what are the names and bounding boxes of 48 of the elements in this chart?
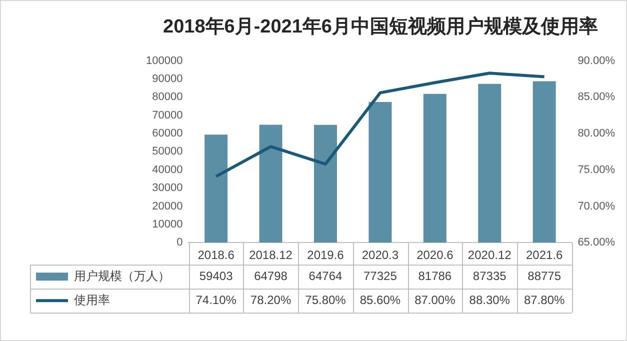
x-tick-label: 2018.12	[249, 248, 293, 262]
y-tick-label: 20000	[152, 200, 183, 212]
x-tick-label: 2018.6	[198, 248, 235, 262]
data-label: 88775	[528, 268, 562, 283]
data-label: 64764	[308, 268, 342, 283]
data-label: 85.60%	[360, 292, 401, 307]
y-tick-label: 70000	[152, 109, 183, 122]
y2-tick-label: 90.00%	[578, 54, 616, 67]
data-label: 74.10%	[196, 292, 237, 307]
data-label: 59403	[199, 268, 234, 283]
y-tick-label: 80000	[152, 91, 183, 104]
y-tick-label: 90000	[152, 73, 183, 86]
data-label: 77325	[364, 268, 398, 283]
y-tick-label: 100000	[146, 54, 183, 67]
bar	[368, 102, 392, 243]
x-tick-label: 2019.6	[307, 248, 344, 262]
y-tick-label: 10000	[152, 218, 183, 230]
data-label: 87335	[472, 268, 507, 283]
y2-tick-label: 70.00%	[578, 200, 616, 212]
x-tick-label: 2020.12	[468, 248, 512, 262]
bar	[259, 124, 282, 243]
legend-label: 使用率	[74, 292, 110, 307]
y-tick-label: 50000	[152, 146, 183, 158]
x-tick-label: 2020.6	[416, 248, 454, 262]
bar	[423, 94, 446, 243]
y2-tick-label: 65.00%	[578, 236, 616, 249]
data-label: 78.20%	[250, 292, 292, 307]
legend-label: 用户规模（万人）	[74, 268, 170, 283]
y-tick-label: 30000	[152, 182, 183, 194]
data-label: 75.80%	[305, 292, 346, 307]
data-label: 88.30%	[469, 292, 510, 307]
data-label: 81786	[418, 268, 452, 283]
x-tick-label: 2021.6	[526, 248, 564, 262]
x-tick-label: 2020.3	[362, 248, 399, 262]
y-tick-label: 0	[176, 236, 183, 249]
y-tick-label: 40000	[152, 164, 183, 176]
bar	[314, 124, 337, 243]
data-label: 87.00%	[414, 292, 456, 307]
y2-tick-label: 80.00%	[578, 128, 616, 140]
y2-tick-label: 85.00%	[578, 91, 616, 104]
data-label: 64798	[254, 268, 288, 283]
y-tick-label: 60000	[152, 128, 183, 140]
bar	[478, 84, 502, 243]
bar	[204, 134, 228, 243]
chart-title: 2018年6月-2021年6月中国短视频用户规模及使用率	[163, 16, 598, 38]
bar	[532, 81, 556, 243]
y2-tick-label: 75.00%	[578, 164, 616, 176]
data-label: 87.80%	[524, 292, 566, 307]
